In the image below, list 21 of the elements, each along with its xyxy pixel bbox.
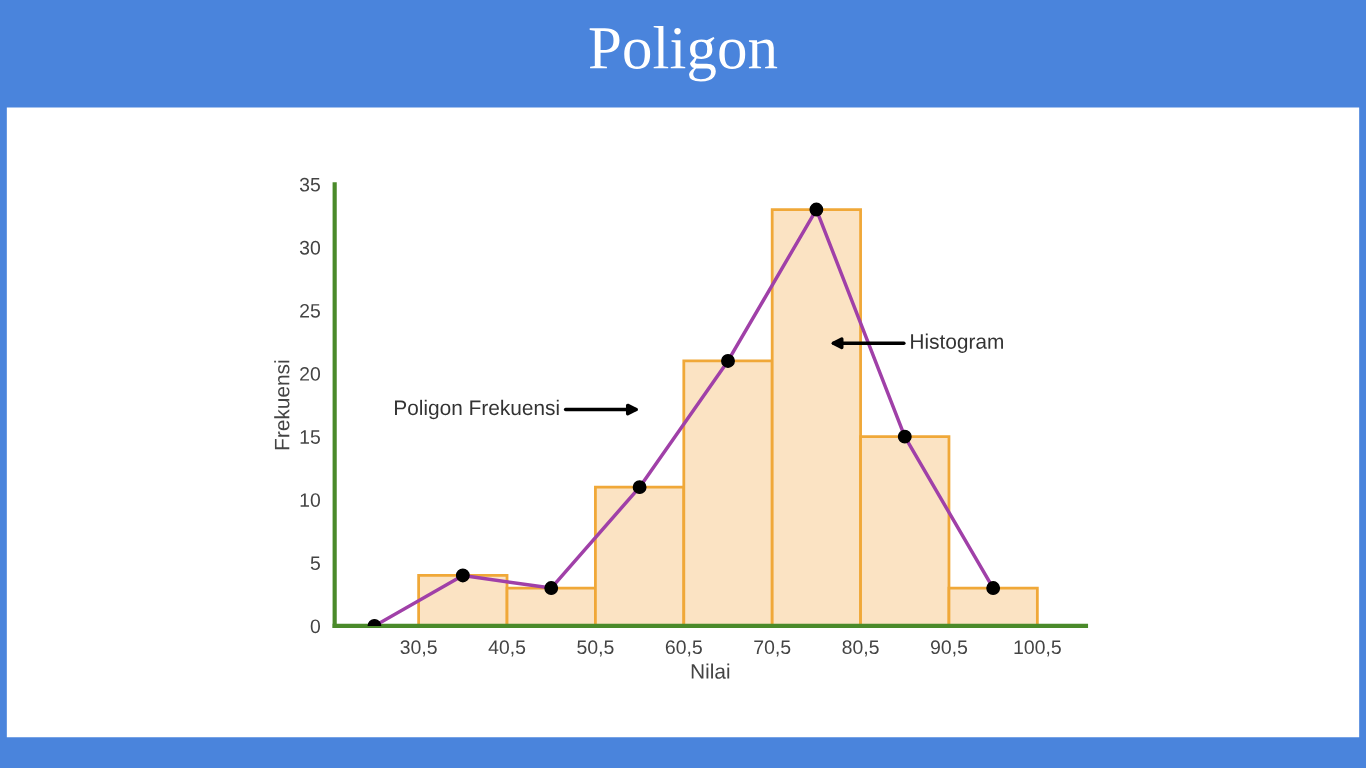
annotation: Histogram bbox=[911, 333, 1003, 354]
x-tick-label: 80,5 bbox=[842, 640, 879, 657]
annotation: Poligon Frekuensi bbox=[395, 399, 559, 420]
y-tick-label: 15 bbox=[300, 430, 320, 444]
y-tick-label: 0 bbox=[310, 619, 321, 634]
x-tick-label: 40,5 bbox=[488, 640, 526, 657]
y-axis-title: Frekuensi bbox=[274, 360, 290, 450]
y-tick-label: 30 bbox=[299, 240, 321, 255]
x-tick-label: 50,5 bbox=[577, 640, 614, 657]
y-tick-label: 10 bbox=[300, 493, 321, 507]
y-tick-label: 5 bbox=[310, 556, 320, 571]
x-tick-label: 60,5 bbox=[665, 640, 702, 657]
x-tick-label: 70,5 bbox=[754, 640, 791, 657]
x-tick-label: 100,5 bbox=[1014, 640, 1061, 657]
chart-title: Poligon bbox=[589, 25, 778, 82]
y-tick-label: 25 bbox=[300, 303, 320, 318]
x-axis-title: Nilai bbox=[691, 663, 730, 679]
x-tick-label: 90,5 bbox=[930, 640, 968, 657]
y-tick-label: 35 bbox=[299, 177, 320, 192]
x-tick-label: 30,5 bbox=[400, 640, 437, 657]
y-tick-label: 20 bbox=[300, 367, 321, 381]
